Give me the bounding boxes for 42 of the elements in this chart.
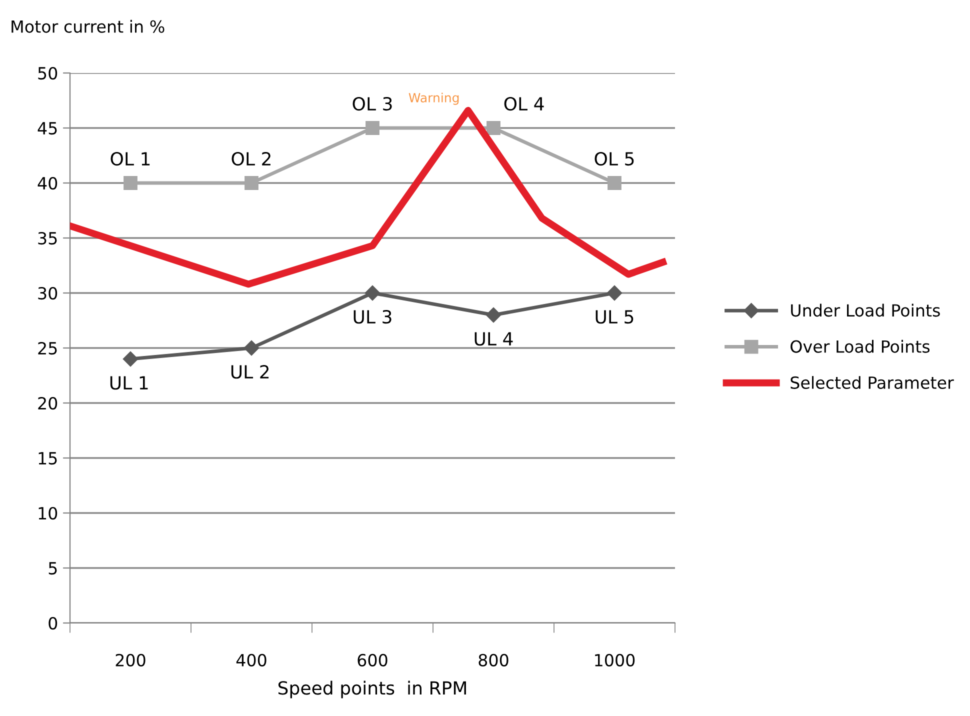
point — [244, 340, 260, 356]
point — [364, 285, 380, 301]
annotation: OL 5 — [594, 152, 634, 166]
annotation: UL 5 — [596, 310, 634, 324]
annotation: UL 2 — [231, 364, 269, 379]
y-tick-label: 45 — [38, 122, 57, 135]
y-tick-label: 15 — [38, 452, 57, 465]
x-tick-label: 800 — [478, 654, 508, 666]
point — [124, 176, 138, 190]
x-tick-label: 600 — [358, 654, 388, 666]
x-tick-label: 1000 — [595, 654, 635, 666]
legend-label: Selected Parameter — [790, 376, 954, 389]
annotation: UL 3 — [354, 310, 392, 324]
point — [486, 307, 502, 323]
x-axis-title: Speed points in RPM — [278, 680, 466, 698]
y-tick-label: 50 — [38, 66, 58, 80]
point — [486, 121, 500, 135]
annotation: UL 4 — [474, 332, 513, 346]
annotation: OL 2 — [232, 152, 270, 166]
point — [606, 285, 622, 301]
annotation: Warning — [408, 92, 459, 105]
x-tick-label: 400 — [236, 654, 266, 666]
legend-label: Under Load Points — [791, 304, 940, 317]
annotation: OL 1 — [110, 152, 150, 166]
y-tick-label: 0 — [48, 616, 58, 630]
point — [608, 176, 622, 190]
y-tick-label: 5 — [48, 562, 57, 575]
point — [366, 121, 380, 135]
y-tick-label: 30 — [38, 286, 58, 300]
y-tick-label: 35 — [38, 232, 57, 245]
y-axis-title: Motor current in % — [12, 20, 164, 33]
y-tick-label: 10 — [38, 506, 58, 520]
y-tick-label: 40 — [38, 176, 58, 190]
point — [244, 176, 258, 190]
y-tick-label: 25 — [38, 342, 57, 355]
point — [122, 351, 138, 367]
legend-label: Over Load Points — [790, 340, 930, 353]
annotation: OL 3 — [352, 96, 392, 111]
annotation: UL 1 — [110, 376, 148, 390]
y-tick-label: 20 — [38, 396, 58, 410]
annotation: OL 4 — [504, 96, 544, 111]
x-tick-label: 200 — [116, 654, 146, 666]
